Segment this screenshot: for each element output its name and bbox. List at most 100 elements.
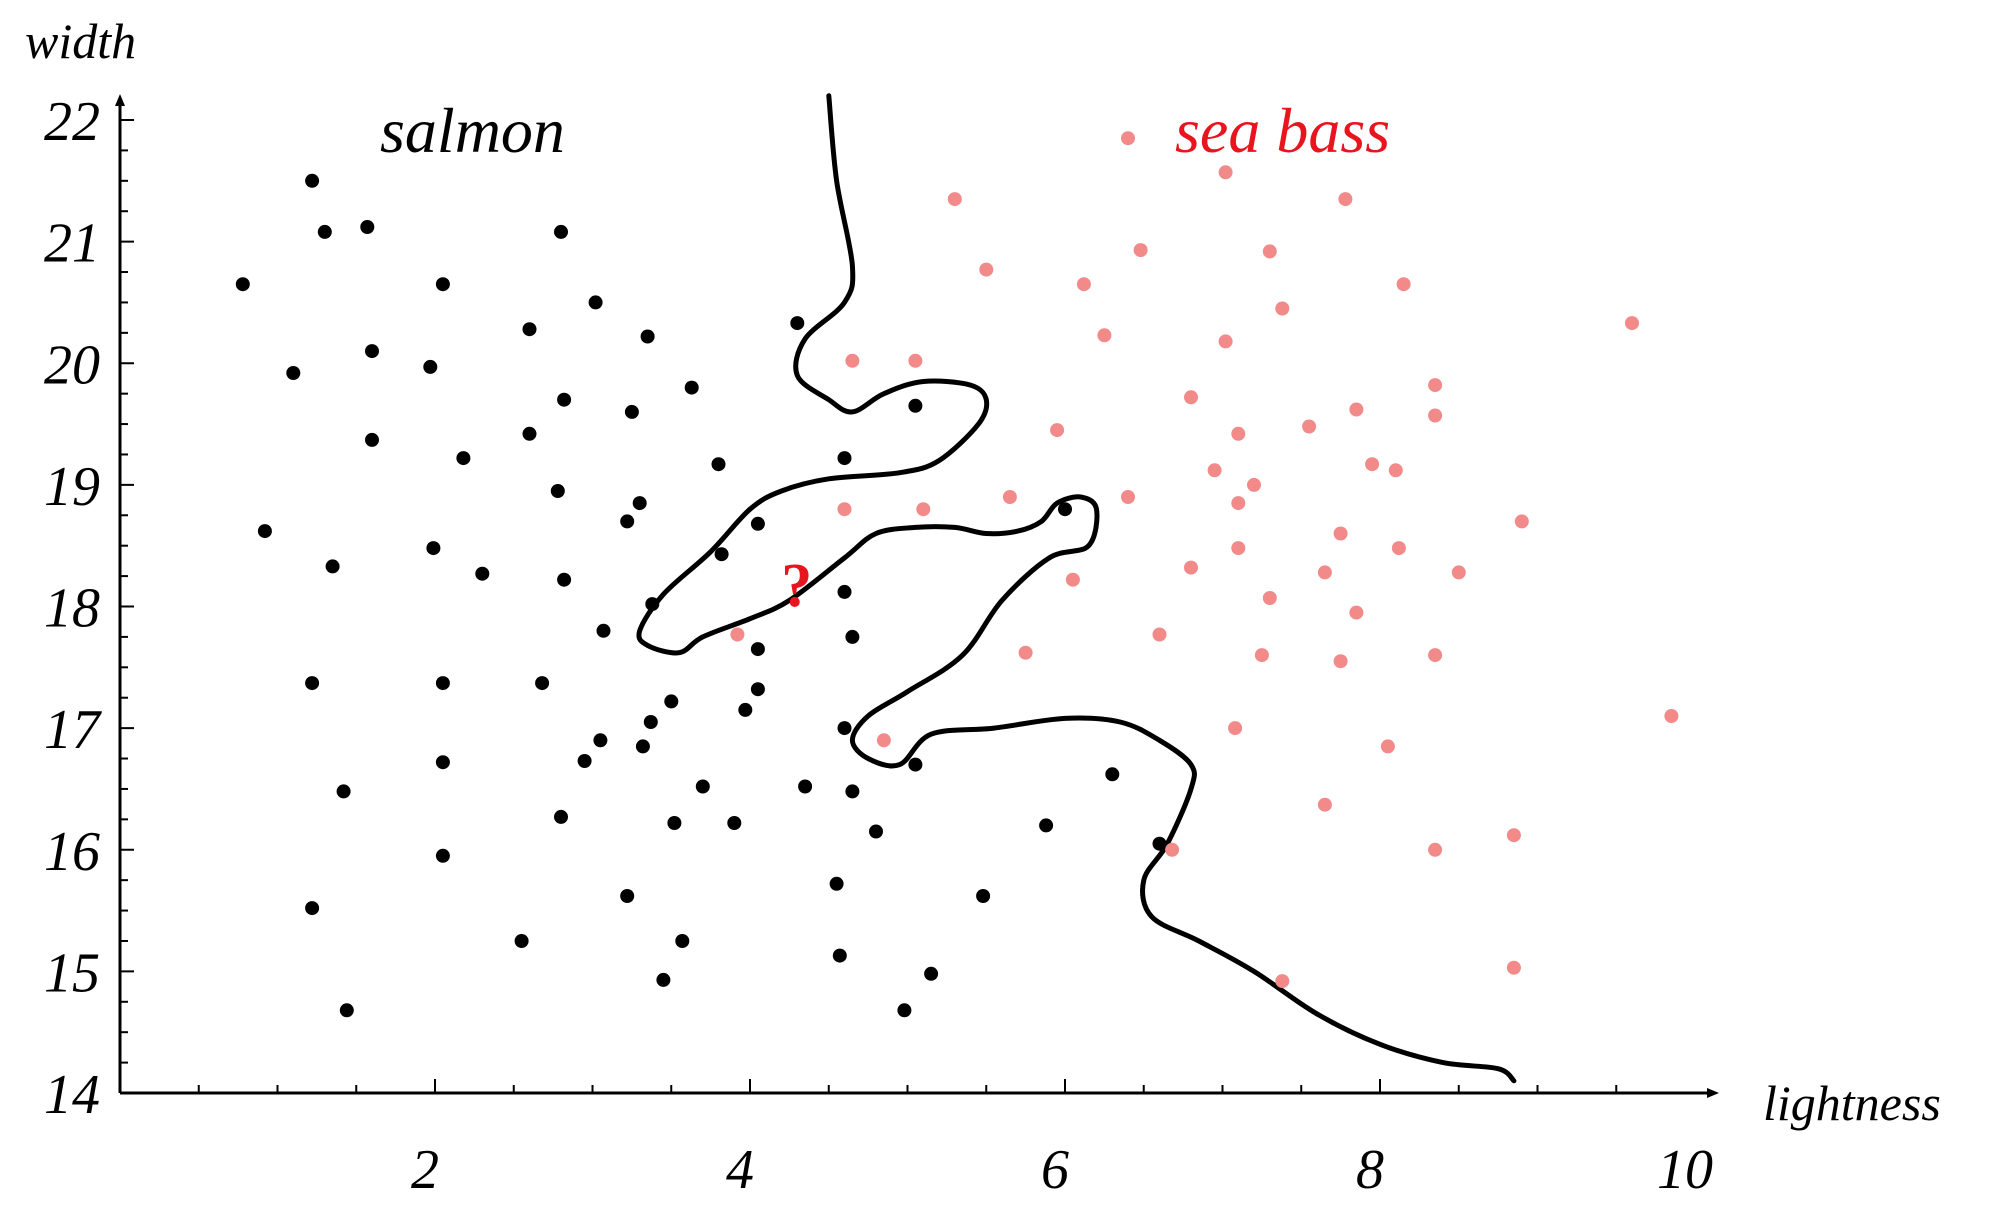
- sea-bass-point: [1231, 426, 1246, 441]
- salmon-point: [426, 541, 441, 556]
- y-tick-label: 14: [44, 1064, 100, 1126]
- salmon-point: [435, 676, 450, 691]
- salmon-point: [845, 784, 860, 799]
- salmon-point: [577, 754, 592, 768]
- y-tick-label: 16: [44, 821, 100, 883]
- sea-bass-point: [908, 353, 923, 368]
- sea-bass-point: [1262, 591, 1277, 605]
- sea-bass-point: [1275, 301, 1290, 316]
- salmon-point: [317, 224, 332, 239]
- salmon-point: [829, 876, 844, 891]
- salmon-point: [456, 451, 471, 466]
- salmon-point: [750, 516, 765, 531]
- decision-boundary-layer: [636, 93, 1517, 1084]
- salmon-point: [714, 547, 729, 562]
- sea-bass-point: [1184, 390, 1198, 405]
- salmon-point: [1152, 836, 1167, 851]
- salmon-point: [837, 451, 852, 466]
- salmon-point: [750, 642, 765, 657]
- salmon-point: [475, 566, 490, 581]
- sea-bass-point: [1228, 721, 1243, 736]
- salmon-point: [535, 676, 550, 691]
- sea-bass-point: [845, 353, 860, 368]
- salmon-point: [798, 779, 813, 794]
- sea-bass-point: [1664, 709, 1679, 723]
- y-tick-label: 17: [44, 699, 102, 761]
- sea-bass-point: [1207, 463, 1222, 478]
- salmon-point: [695, 779, 710, 794]
- x-tick-label: 4: [726, 1139, 754, 1201]
- points-layer: [235, 131, 1679, 1018]
- salmon-point: [257, 524, 272, 539]
- decision-boundary: [636, 93, 1517, 1084]
- axes: [115, 94, 1719, 1098]
- salmon-point: [908, 757, 923, 772]
- salmon-point: [365, 344, 379, 359]
- sea-bass-point: [1451, 565, 1466, 580]
- salmon-point: [423, 359, 438, 374]
- y-tick-label: 22: [44, 91, 100, 153]
- salmon-point: [643, 715, 658, 729]
- salmon-point: [845, 629, 860, 644]
- salmon-point: [738, 702, 753, 717]
- sea-bass-point: [1050, 423, 1065, 438]
- sea-bass-point: [1218, 334, 1233, 349]
- salmon-point: [908, 398, 923, 413]
- salmon-point: [897, 1003, 912, 1018]
- salmon-point: [557, 392, 572, 407]
- sea-bass-point: [1514, 514, 1529, 529]
- sea-bass-point: [1231, 541, 1246, 556]
- sea-bass-point: [1275, 974, 1290, 989]
- sea-bass-point: [1218, 165, 1233, 180]
- x-axis-title: lightness: [1763, 1075, 1941, 1131]
- y-tick-label: 18: [44, 578, 100, 640]
- salmon-point: [325, 559, 340, 574]
- x-tick-label: 6: [1041, 1139, 1069, 1201]
- question-mark: ?: [781, 552, 812, 620]
- sea-bass-point: [1391, 541, 1406, 556]
- sea-bass-point: [1365, 457, 1380, 472]
- salmon-point: [624, 404, 639, 419]
- sea-bass-point: [1428, 408, 1443, 423]
- sea-bass-point: [876, 733, 891, 748]
- salmon-point: [667, 816, 682, 830]
- salmon-point: [675, 934, 690, 948]
- sea-bass-point: [1121, 490, 1135, 504]
- salmon-point: [286, 366, 301, 380]
- sea-bass-point: [1506, 960, 1521, 975]
- sea-bass-point: [1428, 842, 1443, 857]
- sea-bass-point: [1428, 648, 1443, 663]
- salmon-point: [976, 889, 991, 903]
- salmon-point: [790, 316, 805, 331]
- y-tick-label: 21: [44, 213, 100, 275]
- salmon-point: [750, 682, 765, 697]
- salmon-point: [435, 277, 450, 292]
- sea-bass-point: [837, 502, 852, 517]
- y-tick-label: 15: [44, 942, 100, 1004]
- salmon-point: [522, 426, 537, 441]
- salmon-point: [620, 889, 635, 903]
- sea-bass-point: [1002, 490, 1017, 504]
- sea-bass-point: [730, 627, 745, 642]
- sea-bass-point: [1254, 648, 1269, 663]
- salmon-label: salmon: [380, 95, 565, 166]
- salmon-point: [664, 694, 679, 709]
- salmon-point: [360, 220, 375, 234]
- sea-bass-point: [916, 502, 931, 517]
- sea-bass-point: [1231, 496, 1246, 511]
- sea-bass-point: [1388, 463, 1403, 478]
- y-tick-label: 19: [44, 456, 100, 518]
- sea-bass-point: [1333, 654, 1348, 669]
- sea-bass-point: [1247, 477, 1261, 492]
- salmon-point: [632, 496, 647, 511]
- sea-bass-point: [1506, 828, 1521, 843]
- salmon-point: [339, 1003, 354, 1018]
- salmon-point: [832, 948, 847, 963]
- salmon-point: [514, 934, 529, 948]
- salmon-point: [550, 484, 565, 498]
- sea-bass-point: [1097, 328, 1112, 343]
- sea-bass-point: [1152, 627, 1167, 642]
- salmon-point: [522, 322, 537, 337]
- salmon-point: [869, 824, 883, 839]
- x-tick-label: 8: [1356, 1139, 1384, 1201]
